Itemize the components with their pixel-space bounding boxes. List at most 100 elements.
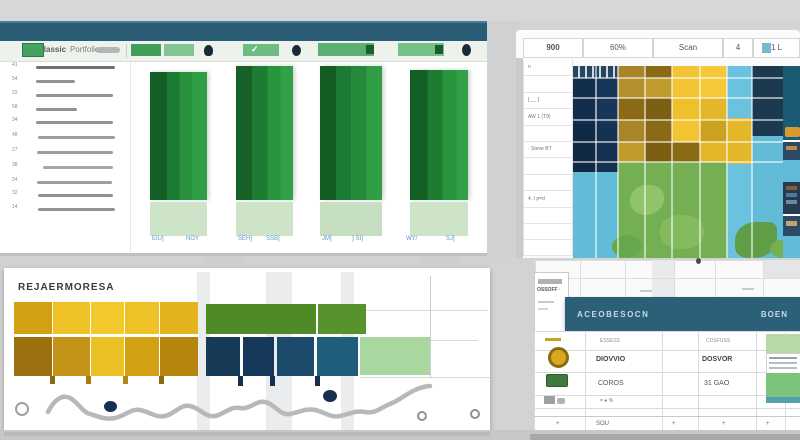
- coin-icon[interactable]: [548, 347, 569, 368]
- leaf-shape: [630, 185, 664, 215]
- grid-cell[interactable]: [618, 120, 645, 142]
- list-row-bar[interactable]: [36, 108, 77, 111]
- side-rail-button[interactable]: [785, 127, 800, 137]
- table-footer-cell[interactable]: +: [556, 421, 560, 427]
- sheet-row-label[interactable]: [523, 158, 573, 175]
- sheet-row-label[interactable]: [523, 240, 573, 256]
- toolbar-placeholder-bar: [96, 47, 120, 53]
- sheet-row-label[interactable]: [523, 208, 573, 224]
- grid-cell[interactable]: [573, 124, 595, 172]
- table-cell[interactable]: COSFUSS: [706, 338, 731, 344]
- grid-cell[interactable]: [700, 66, 727, 98]
- table-cell[interactable]: 31 GAO: [704, 380, 730, 387]
- toolbar-pill-button[interactable]: [318, 43, 374, 56]
- sheet-row-label[interactable]: n: [523, 60, 573, 76]
- grid-cell[interactable]: [700, 142, 727, 162]
- table-cell[interactable]: DOSVOR: [702, 356, 733, 363]
- block-divider: [159, 302, 160, 376]
- grid-cell[interactable]: [672, 120, 700, 142]
- grid-cell[interactable]: [672, 66, 700, 98]
- green-chip-icon[interactable]: [546, 374, 568, 387]
- list-row-bar[interactable]: [36, 66, 115, 69]
- row-number: 38: [12, 162, 18, 168]
- table-footer-cell[interactable]: +: [672, 421, 676, 427]
- sheet-header-cell[interactable]: 60%: [583, 38, 653, 58]
- table-cell[interactable]: ESSESS: [600, 338, 621, 344]
- bar-column-base: [320, 202, 382, 236]
- list-row-bar[interactable]: [38, 136, 115, 139]
- tr-panel-scroll-strip[interactable]: [516, 58, 523, 258]
- list-row-bar[interactable]: [36, 94, 113, 97]
- list-row-bar[interactable]: [43, 166, 113, 169]
- navy-block: [317, 337, 358, 376]
- sheet-header-cell[interactable]: 900: [523, 38, 583, 58]
- heat-block: [53, 337, 90, 376]
- grid-cell[interactable]: [645, 120, 672, 142]
- heat-block: [91, 302, 124, 334]
- toolbar-pill-button[interactable]: [164, 44, 194, 56]
- side-rail-card: [783, 182, 800, 214]
- table-header-action[interactable]: BOEN: [760, 309, 788, 319]
- table-cell[interactable]: COROS: [598, 380, 624, 387]
- sheet-row-label[interactable]: 4. I p=d: [523, 191, 573, 208]
- list-row-bar[interactable]: [37, 181, 112, 184]
- column-label: NOY: [186, 236, 200, 242]
- grid-cell[interactable]: [700, 98, 727, 120]
- grid-cell[interactable]: [700, 120, 727, 142]
- block-divider: [90, 302, 91, 376]
- grid-cell[interactable]: [645, 142, 672, 162]
- panel-shadow: [4, 432, 490, 436]
- toolbar-pill-button[interactable]: [131, 44, 161, 56]
- trend-line: [45, 383, 433, 421]
- block-gap: [14, 334, 198, 337]
- list-row-bar[interactable]: [38, 208, 115, 211]
- sheet-row-label[interactable]: [523, 175, 573, 191]
- sheet-row-label[interactable]: [523, 126, 573, 142]
- toolbar-pill-button[interactable]: [243, 44, 279, 56]
- heat-block: [160, 337, 198, 376]
- table-footer-cell[interactable]: +: [722, 421, 726, 427]
- sheet-row-label[interactable]: AW 1 (T9): [523, 109, 573, 126]
- sheet-header-cell[interactable]: 4: [723, 38, 753, 58]
- sheet-row-label[interactable]: · Steve BT: [523, 142, 573, 158]
- table-footer-cell[interactable]: +: [766, 421, 770, 427]
- list-row-bar[interactable]: [37, 151, 113, 154]
- sheet-row-label[interactable]: [523, 76, 573, 93]
- card-stripe: [786, 186, 797, 190]
- sheet-row-label[interactable]: [523, 224, 573, 240]
- grid-cell[interactable]: [618, 142, 645, 162]
- sheet-header-cell[interactable]: Scan: [653, 38, 723, 58]
- grid-cell[interactable]: [645, 98, 672, 120]
- toolbar-title: Classic: [38, 45, 67, 54]
- list-row-bar[interactable]: [36, 80, 75, 83]
- grid-cell[interactable]: [672, 142, 700, 162]
- toolbar-button-primary[interactable]: [22, 43, 44, 57]
- navy-block: [243, 337, 274, 376]
- list-row-bar[interactable]: [36, 121, 113, 124]
- panel-shadow: [530, 434, 800, 440]
- pill-badge: [435, 45, 443, 54]
- table-footer-cell[interactable]: SOU: [596, 421, 610, 427]
- grid-cell[interactable]: [618, 66, 645, 78]
- grid-cell[interactable]: [618, 98, 645, 120]
- grid-cell[interactable]: [618, 78, 645, 98]
- heat-block: [53, 302, 90, 334]
- card-stripe: [786, 146, 797, 150]
- toolbar-pill-button[interactable]: [398, 43, 444, 56]
- grid-cell[interactable]: [595, 124, 618, 172]
- grid-cell[interactable]: [727, 66, 752, 118]
- grid-cell[interactable]: [672, 98, 700, 120]
- grid-cell[interactable]: [573, 78, 595, 124]
- grid-cell[interactable]: [645, 78, 672, 98]
- table-cell[interactable]: DIOVVIO: [596, 356, 626, 363]
- sheet-row-label[interactable]: [ __ ]: [523, 93, 573, 109]
- grid-cell[interactable]: [645, 66, 672, 78]
- table-cell[interactable]: = ● %: [600, 398, 614, 404]
- grid-cell[interactable]: [595, 78, 618, 124]
- list-row-bar[interactable]: [38, 194, 113, 197]
- side-rail: [783, 236, 800, 258]
